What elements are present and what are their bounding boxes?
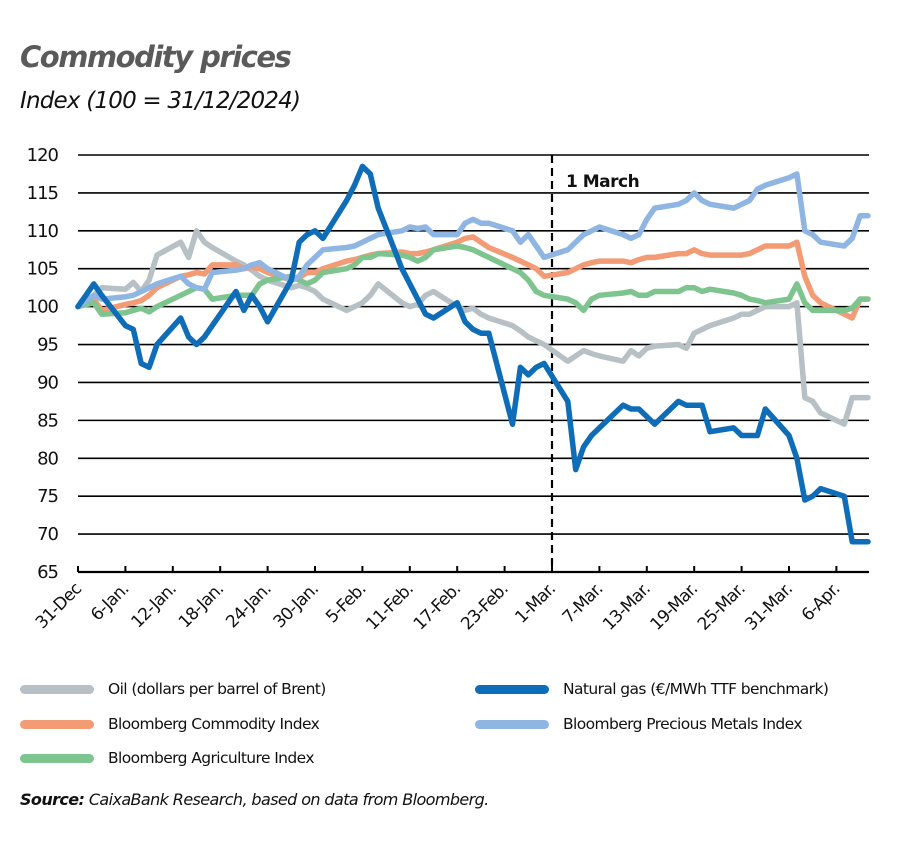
series-line <box>75 243 871 317</box>
source-note: Source: CaixaBank Research, based on dat… <box>20 790 489 809</box>
legend-swatch-precious-metals <box>475 719 549 729</box>
x-tick-label: 19-Mar. <box>647 579 702 634</box>
legend-label-agriculture: Bloomberg Agriculture Index <box>108 749 314 767</box>
legend-label-oil: Oil (dollars per barrel of Brent) <box>108 680 326 698</box>
x-tick-label: 17-Feb. <box>410 579 465 634</box>
y-tick-label: 80 <box>37 448 58 469</box>
y-tick-label: 105 <box>27 259 58 280</box>
legend-item-natural-gas: Natural gas (€/MWh TTF benchmark) <box>475 680 829 698</box>
x-tick-label: 6-Apr. <box>798 579 844 625</box>
x-axis <box>77 566 869 574</box>
x-tick-label: 31-Mar. <box>741 579 796 634</box>
y-tick-label: 115 <box>27 183 58 204</box>
x-tick-label: 31-Dec <box>32 579 86 633</box>
legend-label-natural-gas: Natural gas (€/MWh TTF benchmark) <box>563 680 829 698</box>
y-tick-label: 120 <box>27 145 59 166</box>
legend-item-oil: Oil (dollars per barrel of Brent) <box>20 680 326 698</box>
legend-item-precious-metals: Bloomberg Precious Metals Index <box>475 715 803 733</box>
x-tick-label: 25-Mar. <box>694 579 749 634</box>
legend-swatch-natural-gas <box>475 684 549 694</box>
line-chart: 65 70 75 80 85 90 95 100 105 110 115 120 31-Dec 6-Ja… <box>27 145 871 635</box>
x-tick-label: 12-Jan. <box>127 579 180 632</box>
x-axis-labels: 31-Dec 6-Jan.12-Jan.18-Jan.24-Jan.30-Jan.… <box>32 579 844 635</box>
y-tick-label: 75 <box>37 486 58 507</box>
x-tick-label: 30-Jan. <box>270 579 323 632</box>
y-tick-label: 100 <box>27 297 59 318</box>
chart-title: Commodity prices <box>20 40 292 74</box>
series-line <box>75 228 871 427</box>
legend-item-agriculture: Bloomberg Agriculture Index <box>20 749 314 767</box>
legend-swatch-commodity <box>20 719 94 729</box>
chart-subtitle: Index (100 = 31/12/2024) <box>20 88 301 114</box>
x-tick-label: 13-Mar. <box>599 579 654 634</box>
series-line <box>75 163 871 545</box>
y-axis-labels: 65 70 75 80 85 90 95 100 105 110 115 120 <box>27 145 60 583</box>
y-tick-label: 85 <box>37 410 58 431</box>
source-label: Source: <box>20 790 85 809</box>
y-tick-label: 70 <box>37 524 58 545</box>
y-tick-label: 90 <box>37 372 58 393</box>
y-tick-label: 110 <box>27 221 59 242</box>
series-line <box>75 234 871 321</box>
legend-label-commodity: Bloomberg Commodity Index <box>108 715 320 733</box>
legend-label-precious-metals: Bloomberg Precious Metals Index <box>563 715 803 733</box>
x-tick-label: 1-Mar. <box>511 579 559 627</box>
x-tick-label: 23-Feb. <box>457 579 512 634</box>
x-tick-label: 11-Feb. <box>362 579 417 634</box>
x-tick-label: 6-Jan. <box>87 579 133 625</box>
legend-item-commodity: Bloomberg Commodity Index <box>20 715 320 733</box>
series-line <box>75 171 871 310</box>
x-tick-label: 18-Jan. <box>175 579 228 632</box>
y-tick-label: 65 <box>37 562 58 583</box>
source-text: CaixaBank Research, based on data from B… <box>84 790 489 809</box>
y-tick-label: 95 <box>37 335 58 356</box>
legend-swatch-agriculture <box>20 753 94 763</box>
x-tick-label: 24-Jan. <box>222 579 275 632</box>
vline-label: 1 March <box>566 172 639 192</box>
annotation-1-march: 1 March <box>550 155 640 572</box>
legend-swatch-oil <box>20 684 94 694</box>
series-lines <box>75 163 871 545</box>
